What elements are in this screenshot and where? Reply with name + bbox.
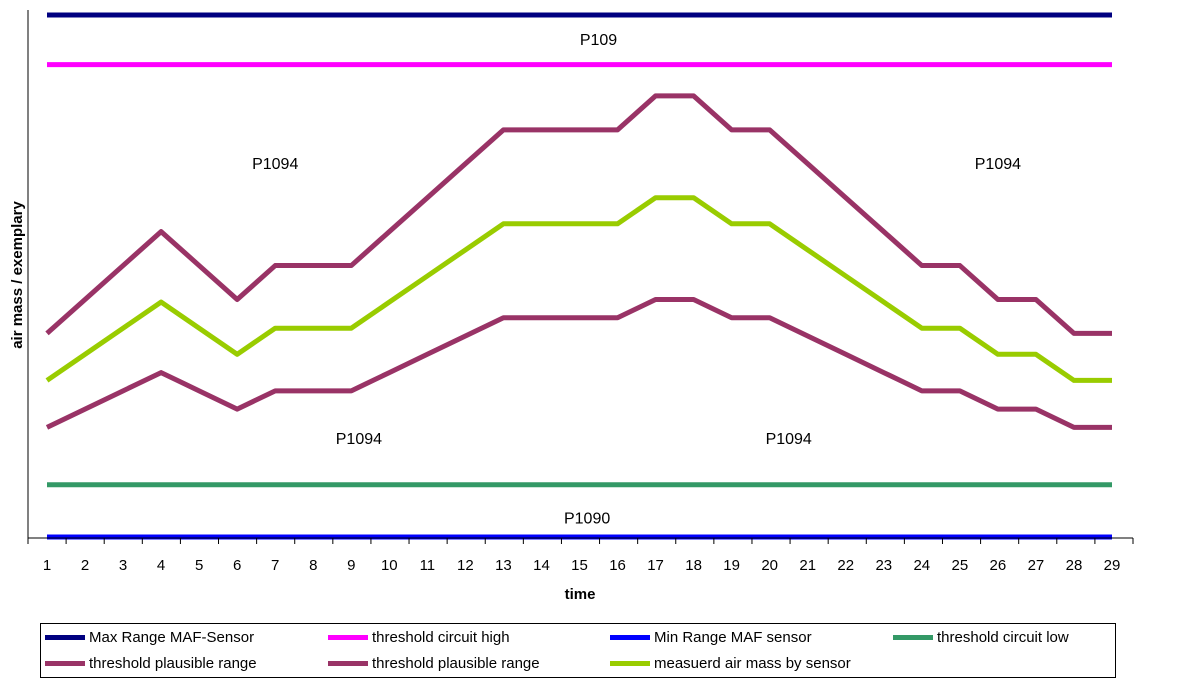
- legend: Max Range MAF-Sensor threshold circuit hi…: [40, 623, 1116, 678]
- legend-item: threshold plausible range: [45, 652, 257, 674]
- legend-label: Max Range MAF-Sensor: [89, 628, 255, 646]
- x-tick-label: 4: [157, 557, 165, 574]
- legend-item: threshold circuit low: [893, 626, 1069, 648]
- x-tick-label: 1: [43, 557, 51, 574]
- x-tick-label: 16: [609, 557, 626, 574]
- x-tick-label: 17: [647, 557, 664, 574]
- legend-item: threshold circuit high: [328, 626, 510, 648]
- legend-swatch: [45, 660, 85, 666]
- legend-label: measuerd air mass by sensor: [654, 654, 851, 672]
- legend-label: Min Range MAF sensor: [654, 628, 812, 646]
- series-line-threshold-plausible-range: [45, 296, 1112, 430]
- x-tick-label: 7: [271, 557, 279, 574]
- x-tick-label: 29: [1104, 557, 1121, 574]
- legend-swatch: [45, 634, 85, 640]
- plot-lines: [45, 12, 1112, 540]
- legend-item: Max Range MAF-Sensor: [45, 626, 254, 648]
- legend-item: threshold plausible range: [328, 652, 540, 674]
- legend-label: threshold circuit high: [372, 628, 510, 646]
- x-tick-label: 25: [952, 557, 969, 574]
- legend-item: Min Range MAF sensor: [610, 626, 812, 648]
- x-tick-label: 9: [347, 557, 355, 574]
- x-tick-label: 11: [420, 557, 436, 574]
- x-tick-label: 14: [533, 557, 550, 574]
- x-axis-label: time: [565, 586, 596, 603]
- chart: 1 2 3 4 5 6 7 8 9 10 11 12 13 14 15 16 17 18 19 20 21 22 23 24 2…: [9, 10, 1134, 603]
- x-ticks: 1 2 3 4 5 6 7 8 9 10 11 12 13 14 15 16 17 18 19 20 21 22 23 24 2…: [27, 538, 1134, 574]
- legend-swatch: [610, 634, 650, 640]
- annotation-p1094: P1094: [975, 156, 1021, 173]
- x-tick-label: 28: [1066, 557, 1083, 574]
- annotation-p1094: P1094: [252, 156, 298, 173]
- x-tick-label: 20: [761, 557, 778, 574]
- legend-swatch: [328, 634, 368, 640]
- x-tick-label: 21: [799, 557, 816, 574]
- x-tick-label: 10: [381, 557, 398, 574]
- x-tick-label: 5: [195, 557, 203, 574]
- y-axis-label: air mass / exemplary: [9, 201, 26, 349]
- x-tick-label: 2: [81, 557, 89, 574]
- x-tick-label: 18: [685, 557, 702, 574]
- x-tick-label: 12: [457, 557, 474, 574]
- x-tick-label: 6: [233, 557, 241, 574]
- x-tick-label: 27: [1028, 557, 1045, 574]
- annotation-p109: P109: [580, 32, 617, 49]
- annotation-p1090: P1090: [564, 511, 610, 528]
- annotations: P109 P1094 P1094 P1094 P1094 P1090: [252, 32, 1021, 528]
- x-tick-label: 24: [913, 557, 930, 574]
- x-tick-label: 23: [875, 557, 892, 574]
- legend-label: threshold circuit low: [937, 628, 1069, 646]
- x-tick-label: 3: [119, 557, 127, 574]
- x-tick-label: 15: [571, 557, 588, 574]
- x-tick-label: 13: [495, 557, 512, 574]
- annotation-p1094: P1094: [336, 431, 382, 448]
- legend-swatch: [328, 660, 368, 666]
- x-tick-label: 8: [309, 557, 317, 574]
- x-tick-label: 19: [723, 557, 740, 574]
- series-line-threshold-plausible-range: [45, 93, 1112, 336]
- legend-label: threshold plausible range: [89, 654, 257, 672]
- x-tick-label: 26: [990, 557, 1007, 574]
- x-tick-label: 22: [837, 557, 854, 574]
- legend-label: threshold plausible range: [372, 654, 540, 672]
- legend-swatch: [610, 660, 650, 666]
- series-line-measuerd-air-mass-by-sensor: [45, 195, 1112, 383]
- legend-item: measuerd air mass by sensor: [610, 652, 851, 674]
- legend-swatch: [893, 634, 933, 640]
- annotation-p1094: P1094: [766, 431, 812, 448]
